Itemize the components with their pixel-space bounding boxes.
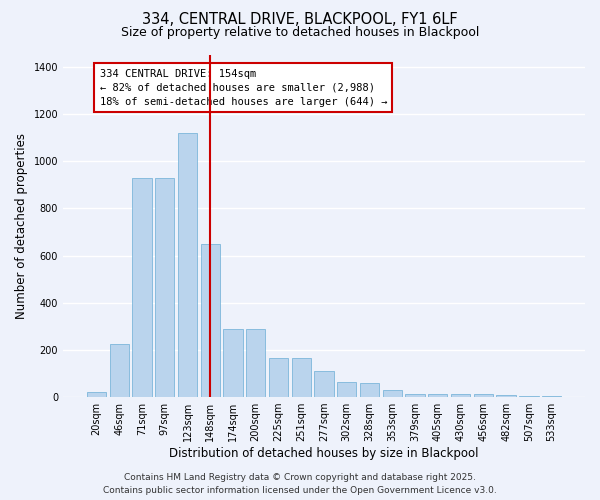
- Bar: [223, 328, 242, 397]
- Bar: [428, 394, 448, 397]
- Text: 334 CENTRAL DRIVE: 154sqm
← 82% of detached houses are smaller (2,988)
18% of se: 334 CENTRAL DRIVE: 154sqm ← 82% of detac…: [100, 68, 387, 106]
- Text: Size of property relative to detached houses in Blackpool: Size of property relative to detached ho…: [121, 26, 479, 39]
- Text: Contains HM Land Registry data © Crown copyright and database right 2025.
Contai: Contains HM Land Registry data © Crown c…: [103, 474, 497, 495]
- Bar: [360, 383, 379, 397]
- Bar: [383, 390, 402, 397]
- Bar: [314, 371, 334, 397]
- Bar: [269, 358, 288, 397]
- Bar: [406, 394, 425, 397]
- Bar: [132, 178, 152, 397]
- Bar: [246, 328, 265, 397]
- X-axis label: Distribution of detached houses by size in Blackpool: Distribution of detached houses by size …: [169, 447, 479, 460]
- Y-axis label: Number of detached properties: Number of detached properties: [15, 133, 28, 319]
- Bar: [542, 396, 561, 397]
- Bar: [155, 178, 175, 397]
- Bar: [519, 396, 539, 397]
- Bar: [337, 382, 356, 397]
- Bar: [178, 133, 197, 397]
- Bar: [496, 394, 516, 397]
- Bar: [87, 392, 106, 397]
- Bar: [292, 358, 311, 397]
- Bar: [200, 244, 220, 397]
- Bar: [451, 394, 470, 397]
- Text: 334, CENTRAL DRIVE, BLACKPOOL, FY1 6LF: 334, CENTRAL DRIVE, BLACKPOOL, FY1 6LF: [142, 12, 458, 28]
- Bar: [473, 394, 493, 397]
- Bar: [110, 344, 129, 397]
